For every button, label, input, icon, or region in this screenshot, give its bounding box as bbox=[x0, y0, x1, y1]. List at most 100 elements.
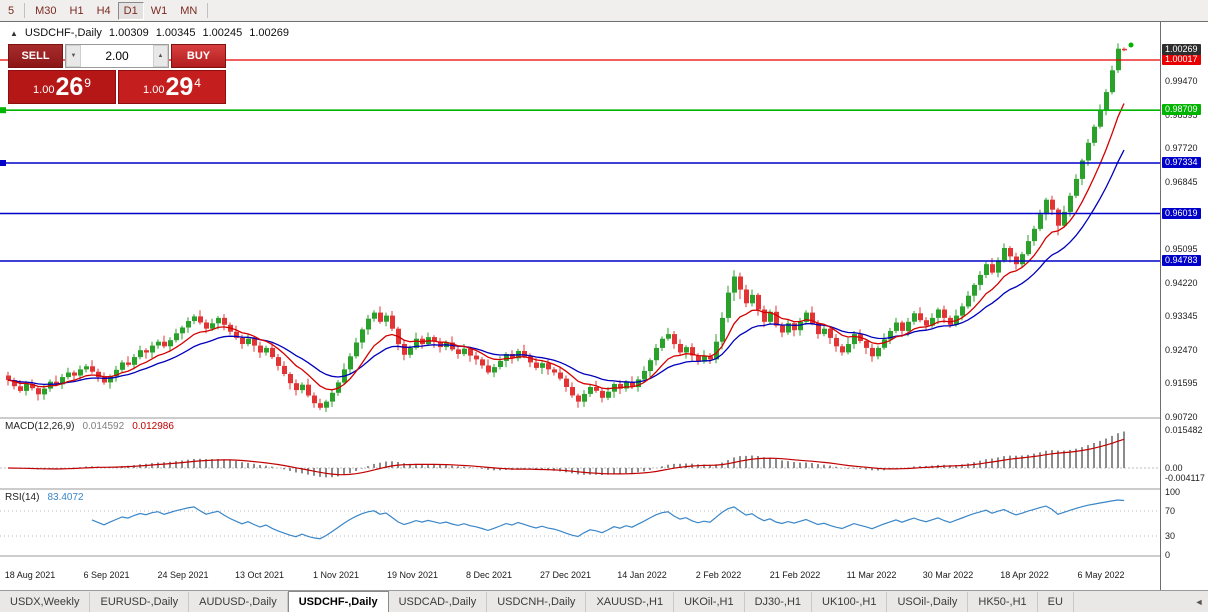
buy-price-display[interactable]: 1.00 29 4 bbox=[118, 70, 226, 104]
date-label: 27 Dec 2021 bbox=[539, 570, 592, 580]
rsi-axis-label: 70 bbox=[1165, 506, 1176, 516]
price-level-badge: 0.97334 bbox=[1162, 157, 1201, 168]
volume-decrease-button[interactable]: ▼ bbox=[66, 45, 81, 67]
period-button-5[interactable]: 5 bbox=[8, 4, 15, 17]
tab-usdcnh-daily[interactable]: USDCNH-,Daily bbox=[487, 592, 587, 612]
chart-symbol-period: USDCHF-,Daily bbox=[24, 27, 102, 39]
date-label: 6 May 2022 bbox=[1077, 570, 1125, 580]
price-axis-label: 0.97720 bbox=[1165, 143, 1198, 154]
chart-ohlc-header: ▲ USDCHF-,Daily 1.00309 1.00345 1.00245 … bbox=[10, 27, 289, 39]
tab-usdx-weekly[interactable]: USDX,Weekly bbox=[0, 592, 91, 612]
buy-button[interactable]: BUY bbox=[171, 44, 226, 68]
date-label: 24 Sep 2021 bbox=[157, 570, 209, 580]
rsi-value: 83.4072 bbox=[47, 492, 84, 503]
period-button-m30[interactable]: M30 bbox=[35, 4, 57, 17]
tab-eu[interactable]: EU bbox=[1038, 592, 1074, 612]
tab-audusd-daily[interactable]: AUDUSD-,Daily bbox=[189, 592, 288, 612]
date-label: 2 Feb 2022 bbox=[695, 570, 742, 580]
ohlc-high: 1.00345 bbox=[155, 27, 196, 39]
price-level-badge: 1.00017 bbox=[1162, 54, 1201, 65]
macd-axis-label: 0.015482 bbox=[1165, 425, 1203, 436]
price-level-badge: 0.98709 bbox=[1162, 104, 1201, 116]
price-axis-label: 0.99470 bbox=[1165, 76, 1198, 86]
buy-price-big: 29 bbox=[165, 73, 194, 101]
buy-price-sup: 4 bbox=[194, 76, 201, 90]
horizontal-level-lines[interactable] bbox=[0, 59, 1160, 262]
date-label: 19 Nov 2021 bbox=[386, 570, 439, 580]
date-label: 30 Mar 2022 bbox=[922, 570, 974, 580]
ohlc-low: 1.00245 bbox=[202, 27, 243, 39]
period-button-mn[interactable]: MN bbox=[180, 4, 198, 17]
sell-price-big: 26 bbox=[55, 73, 84, 101]
rsi-name: RSI(14) bbox=[5, 492, 40, 503]
tab-uk100-h1[interactable]: UK100-,H1 bbox=[812, 592, 888, 612]
ma-slow-line bbox=[7, 149, 1125, 386]
one-click-trading-panel: SELL ▼ 2.00 ▲ BUY 1.00 26 9 1.00 29 4 bbox=[8, 44, 226, 104]
tab-usdchf-daily[interactable]: USDCHF-,Daily bbox=[287, 591, 389, 612]
period-button-d1[interactable]: D1 bbox=[117, 1, 144, 20]
ohlc-close: 1.00269 bbox=[249, 27, 289, 39]
macd-axis-label: -0.004117 bbox=[1165, 473, 1205, 484]
volume-input[interactable]: 2.00 bbox=[105, 49, 129, 63]
macd-indicator-label: MACD(12,26,9) 0.014592 0.012986 bbox=[5, 421, 174, 432]
sell-button[interactable]: SELL bbox=[8, 44, 63, 68]
date-label: 1 Nov 2021 bbox=[312, 570, 360, 580]
date-label: 14 Jan 2022 bbox=[617, 570, 667, 580]
ohlc-open: 1.00309 bbox=[108, 27, 149, 39]
price-axis[interactable]: 0.994700.985950.977200.968450.959700.950… bbox=[1160, 22, 1208, 590]
tab-usdcad-daily[interactable]: USDCAD-,Daily bbox=[389, 592, 488, 612]
macd-axis-label: 0.00 bbox=[1165, 463, 1183, 473]
price-axis-label: 0.94220 bbox=[1165, 277, 1198, 288]
tab-xauusd-h1[interactable]: XAUUSD-,H1 bbox=[586, 592, 675, 612]
tab-dj30-h1[interactable]: DJ30-,H1 bbox=[745, 592, 813, 612]
tab-eurusd-daily[interactable]: EURUSD-,Daily bbox=[90, 592, 190, 612]
date-label: 21 Feb 2022 bbox=[769, 570, 821, 580]
price-axis-label: 0.96845 bbox=[1165, 176, 1198, 187]
chart-window: 0.994700.985950.977200.968450.959700.950… bbox=[0, 22, 1208, 590]
tab-usoil-daily[interactable]: USOil-,Daily bbox=[887, 592, 969, 612]
buy-price-prefix: 1.00 bbox=[143, 84, 165, 96]
tab-hk50-h1[interactable]: HK50-,H1 bbox=[968, 592, 1038, 612]
sell-price-prefix: 1.00 bbox=[33, 84, 55, 96]
price-chart[interactable] bbox=[0, 22, 1160, 590]
sell-price-sup: 9 bbox=[84, 76, 91, 90]
rsi-axis-label: 100 bbox=[1165, 487, 1181, 498]
rsi-axis-label: 0 bbox=[1165, 549, 1171, 560]
toolbar-separator bbox=[24, 3, 26, 18]
macd-value: 0.014592 bbox=[82, 421, 125, 432]
period-button-w1[interactable]: W1 bbox=[150, 4, 168, 17]
chart-tabs-bar: USDX,Weekly EURUSD-,Daily AUDUSD-,Daily USD… bbox=[0, 590, 1208, 612]
price-axis-label: 0.93345 bbox=[1165, 311, 1198, 322]
period-button-h4[interactable]: H4 bbox=[96, 4, 111, 17]
tab-scroll-left-icon[interactable]: ◄ bbox=[1194, 597, 1204, 607]
date-label: 11 Mar 2022 bbox=[846, 570, 897, 580]
price-axis-label: 0.91595 bbox=[1165, 378, 1198, 389]
timeframe-toolbar: 5 M30 H1 H4 D1 W1 MN bbox=[0, 0, 1208, 22]
macd-signal-line bbox=[7, 438, 1125, 476]
volume-increase-button[interactable]: ▲ bbox=[153, 45, 168, 67]
date-label: 8 Dec 2021 bbox=[465, 570, 513, 580]
toolbar-separator bbox=[207, 3, 209, 18]
price-axis-label: 0.92470 bbox=[1165, 344, 1198, 355]
macd-signal-value: 0.012986 bbox=[132, 421, 174, 432]
date-label: 6 Sep 2021 bbox=[83, 570, 130, 580]
volume-control: ▼ 2.00 ▲ bbox=[65, 44, 169, 68]
rsi-line bbox=[91, 499, 1125, 540]
current-price-badge: 1.00269 bbox=[1162, 44, 1201, 56]
date-label: 13 Oct 2021 bbox=[234, 570, 285, 580]
ma-fast-line bbox=[7, 103, 1125, 391]
price-axis-label: 0.90720 bbox=[1165, 412, 1198, 422]
date-label: 18 Aug 2021 bbox=[4, 570, 56, 580]
marker-dot bbox=[1128, 42, 1134, 48]
time-axis[interactable]: 18 Aug 2021 6 Sep 2021 24 Sep 2021 13 Oct 2… bbox=[0, 557, 1160, 590]
price-axis-label: 0.95095 bbox=[1165, 244, 1198, 254]
period-button-h1[interactable]: H1 bbox=[69, 4, 84, 17]
macd-name: MACD(12,26,9) bbox=[5, 421, 75, 432]
tab-ukoil-h1[interactable]: UKOil-,H1 bbox=[674, 592, 745, 612]
sell-price-display[interactable]: 1.00 26 9 bbox=[8, 70, 116, 104]
one-click-panel-collapse-icon[interactable]: ▲ bbox=[10, 28, 18, 38]
price-level-badge: 0.94783 bbox=[1162, 255, 1201, 266]
date-label: 18 Apr 2022 bbox=[1000, 570, 1049, 580]
price-level-badge: 0.96019 bbox=[1162, 207, 1201, 219]
